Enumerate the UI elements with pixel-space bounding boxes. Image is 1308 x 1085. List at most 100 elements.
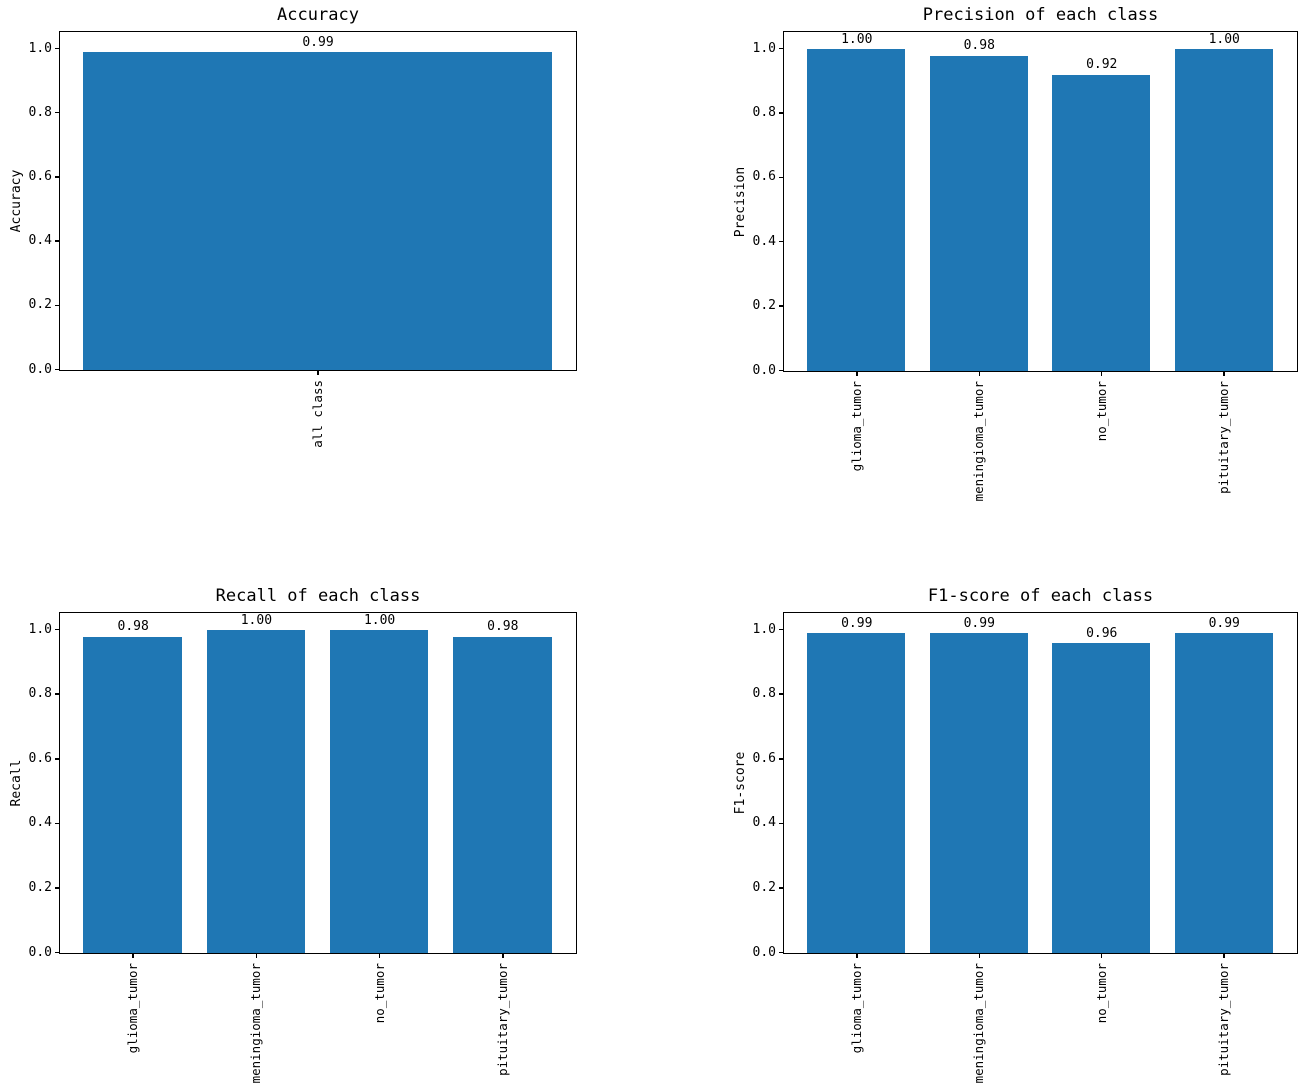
bar-no-tumor bbox=[1052, 74, 1151, 371]
chart-title-accuracy: Accuracy bbox=[277, 5, 359, 25]
y-tick bbox=[779, 112, 783, 114]
y-tick-label: 0.4 bbox=[28, 815, 52, 831]
bar-value-label: 0.98 bbox=[963, 38, 995, 54]
bar-no-tumor bbox=[329, 630, 429, 953]
x-tick-label: glioma_tumor bbox=[848, 963, 864, 1054]
y-tick-label: 1.0 bbox=[752, 621, 776, 637]
bar-value-label: 0.98 bbox=[117, 619, 149, 635]
axes-f1-score bbox=[783, 612, 1298, 954]
bar-value-label: 0.99 bbox=[963, 615, 995, 631]
y-tick bbox=[55, 368, 59, 371]
y-tick bbox=[55, 111, 59, 114]
bar-pituitary-tumor bbox=[453, 636, 552, 953]
y-tick bbox=[779, 240, 783, 243]
x-tick bbox=[978, 372, 980, 376]
x-tick-label: all class bbox=[310, 380, 325, 448]
axes-accuracy bbox=[59, 31, 577, 371]
bar-value-label: 1.00 bbox=[240, 612, 273, 628]
x-tick bbox=[1223, 372, 1225, 376]
x-tick-label: pituitary_tumor bbox=[1216, 381, 1232, 494]
x-tick-label: pituitary_tumor bbox=[494, 963, 510, 1076]
bar-value-label: 0.98 bbox=[487, 619, 519, 635]
bar-glioma-tumor bbox=[807, 633, 906, 953]
y-tick-label: 0.2 bbox=[28, 879, 52, 895]
y-tick bbox=[779, 369, 783, 372]
x-tick bbox=[1100, 372, 1103, 376]
bar-pituitary-tumor bbox=[1174, 49, 1273, 371]
y-tick-label: 0.4 bbox=[28, 233, 52, 249]
bar-meningioma-tumor bbox=[206, 630, 306, 953]
y-tick bbox=[779, 822, 783, 825]
y-tick bbox=[55, 176, 59, 178]
x-tick bbox=[978, 954, 980, 958]
y-tick-label: 0.4 bbox=[752, 233, 776, 249]
bar-all-class bbox=[83, 52, 552, 370]
x-tick bbox=[1223, 954, 1225, 958]
x-tick-label: no_tumor bbox=[371, 963, 387, 1024]
axes-precision bbox=[783, 31, 1298, 372]
y-tick-label: 0.2 bbox=[752, 298, 776, 314]
y-tick bbox=[779, 758, 783, 760]
bar-glioma-tumor bbox=[83, 636, 182, 953]
x-tick bbox=[856, 372, 858, 376]
y-tick bbox=[55, 693, 59, 695]
x-tick bbox=[856, 954, 858, 958]
y-tick-label: 0.0 bbox=[752, 944, 776, 960]
y-tick-label: 0.0 bbox=[28, 361, 52, 377]
chart-title-precision: Precision of each class bbox=[922, 5, 1159, 25]
y-tick bbox=[779, 176, 783, 179]
y-tick-label: 0.8 bbox=[752, 686, 776, 702]
x-tick-label: meningioma_tumor bbox=[971, 381, 987, 502]
y-tick bbox=[779, 951, 783, 954]
y-tick bbox=[55, 628, 59, 631]
x-tick bbox=[502, 954, 504, 958]
y-tick bbox=[779, 693, 783, 695]
bar-value-label: 1.00 bbox=[841, 31, 873, 47]
y-tick bbox=[55, 951, 59, 954]
y-tick-label: 0.4 bbox=[752, 815, 776, 831]
x-tick bbox=[378, 954, 381, 958]
y-tick-label: 0.2 bbox=[28, 297, 52, 313]
y-tick bbox=[55, 822, 59, 825]
x-tick bbox=[132, 954, 134, 958]
y-tick bbox=[779, 47, 783, 50]
y-tick bbox=[779, 305, 783, 307]
y-tick-label: 0.6 bbox=[28, 750, 52, 766]
y-tick bbox=[55, 887, 59, 889]
x-tick bbox=[255, 954, 258, 958]
y-tick bbox=[779, 628, 783, 631]
y-tick bbox=[55, 240, 59, 242]
y-tick bbox=[55, 304, 59, 307]
axes-recall bbox=[59, 612, 577, 954]
y-tick-label: 0.2 bbox=[752, 879, 776, 895]
y-tick-label: 1.0 bbox=[752, 40, 776, 56]
y-tick-label: 1.0 bbox=[28, 40, 52, 56]
y-tick bbox=[779, 887, 783, 889]
x-tick bbox=[317, 371, 319, 375]
bar-value-label: 0.99 bbox=[302, 34, 334, 50]
y-tick-label: 0.8 bbox=[752, 104, 776, 120]
bar-value-label: 0.96 bbox=[1086, 625, 1118, 641]
x-tick-label: no_tumor bbox=[1093, 381, 1109, 442]
y-tick-label: 0.0 bbox=[752, 362, 776, 378]
bar-meningioma-tumor bbox=[929, 55, 1028, 371]
y-tick-label: 0.6 bbox=[28, 168, 52, 184]
bar-glioma-tumor bbox=[807, 49, 906, 371]
y-tick-label: 0.6 bbox=[752, 169, 776, 185]
bar-value-label: 0.99 bbox=[841, 615, 873, 631]
y-tick-label: 1.0 bbox=[28, 621, 52, 637]
x-tick-label: glioma_tumor bbox=[125, 963, 141, 1054]
chart-title-f1-score: F1-score of each class bbox=[927, 586, 1154, 606]
y-tick bbox=[55, 47, 59, 50]
bar-value-label: 0.99 bbox=[1208, 615, 1240, 631]
y-tick-label: 0.6 bbox=[752, 750, 776, 766]
x-tick-label: no_tumor bbox=[1093, 963, 1109, 1024]
bar-value-label: 1.00 bbox=[363, 612, 396, 628]
y-tick-label: 0.8 bbox=[28, 104, 52, 120]
bar-value-label: 0.92 bbox=[1086, 57, 1118, 73]
x-tick-label: meningioma_tumor bbox=[971, 963, 987, 1084]
y-tick bbox=[55, 758, 59, 760]
y-tick-label: 0.0 bbox=[28, 944, 52, 960]
bar-pituitary-tumor bbox=[1174, 633, 1273, 953]
